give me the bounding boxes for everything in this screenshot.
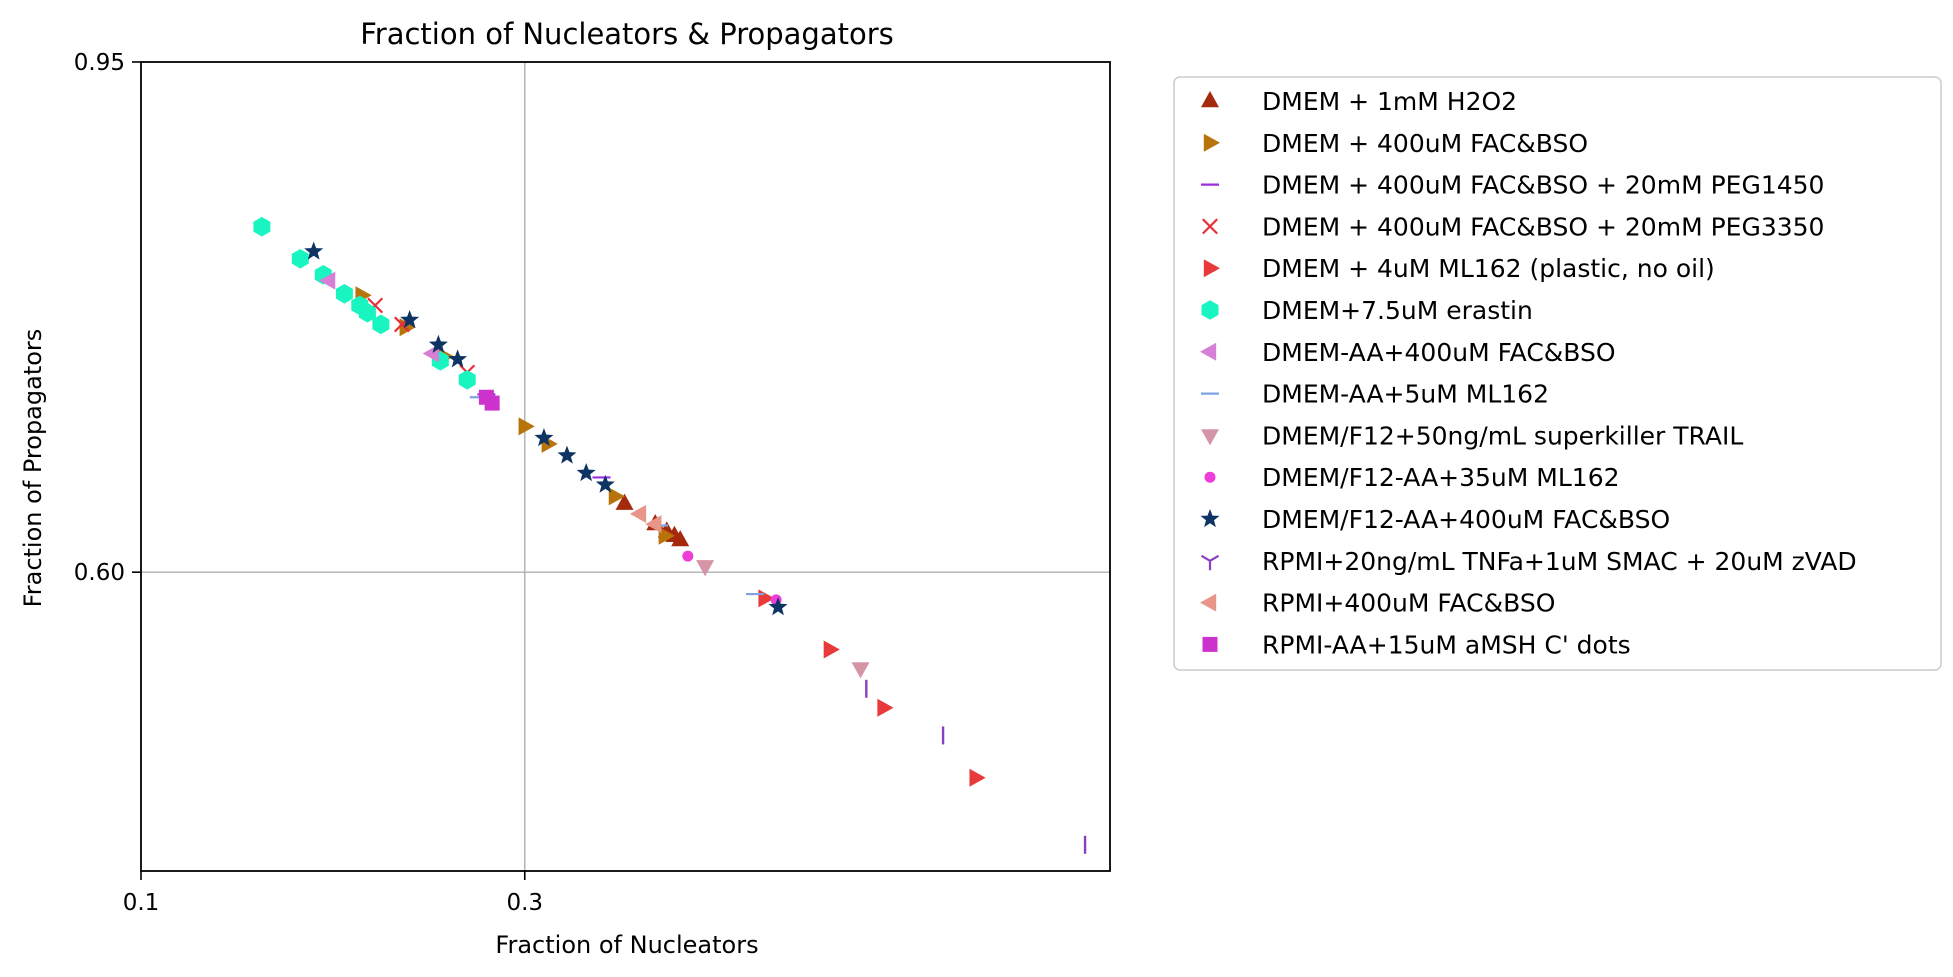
legend-items: DMEM + 1mM H2O2 DMEM + 400uM FAC&BSO DMEM … bbox=[1200, 87, 1857, 659]
chart-title: Fraction of Nucleators & Propagators bbox=[360, 17, 894, 51]
data-point bbox=[291, 248, 309, 269]
legend-label: RPMI-AA+15uM aMSH C' dots bbox=[1262, 630, 1631, 659]
legend-marker bbox=[1201, 91, 1219, 108]
data-point bbox=[358, 302, 376, 323]
legend-marker bbox=[1202, 218, 1218, 235]
legend-label: DMEM-AA+400uM FAC&BSO bbox=[1262, 338, 1616, 367]
legend-item: DMEM+7.5uM erastin bbox=[1201, 296, 1533, 325]
data-point bbox=[484, 395, 500, 411]
x-tick-label: 0.3 bbox=[506, 890, 543, 916]
data-point bbox=[518, 417, 535, 436]
data-point bbox=[823, 640, 840, 659]
grid-lines bbox=[141, 62, 1110, 871]
data-point bbox=[576, 463, 596, 482]
legend-label: DMEM-AA+5uM ML162 bbox=[1262, 380, 1549, 409]
data-point bbox=[645, 515, 662, 534]
legend-marker bbox=[1202, 636, 1218, 652]
legend: DMEM + 1mM H2O2 DMEM + 400uM FAC&BSO DMEM … bbox=[1173, 76, 1942, 671]
legend-label: RPMI+20ng/mL TNFa+1uM SMAC + 20uM zVAD bbox=[1262, 547, 1857, 576]
legend-item: DMEM-AA+400uM FAC&BSO bbox=[1200, 338, 1616, 367]
x-axis-label: Fraction of Nucleators bbox=[495, 931, 758, 959]
data-point bbox=[372, 314, 390, 335]
legend-marker bbox=[1203, 133, 1220, 152]
legend-label: DMEM/F12-AA+35uM ML162 bbox=[1262, 463, 1620, 492]
data-point bbox=[851, 662, 870, 679]
legend-item: DMEM/F12-AA+35uM ML162 bbox=[1204, 463, 1620, 492]
legend-item: DMEM-AA+5uM ML162 bbox=[1201, 380, 1549, 409]
data-point bbox=[629, 504, 647, 523]
data-point bbox=[448, 349, 468, 368]
data-point bbox=[534, 428, 554, 447]
plot-background bbox=[141, 62, 1110, 871]
legend-item: DMEM + 400uM FAC&BSO bbox=[1203, 129, 1588, 158]
data-point bbox=[696, 560, 715, 577]
legend-item: RPMI+400uM FAC&BSO bbox=[1200, 589, 1555, 618]
legend-item: DMEM + 4uM ML162 (plastic, no oil) bbox=[1203, 254, 1715, 283]
legend-marker bbox=[1200, 593, 1217, 612]
series-11 bbox=[865, 679, 1087, 854]
legend-marker bbox=[1200, 509, 1220, 528]
data-point bbox=[768, 597, 788, 616]
legend-marker bbox=[1200, 342, 1217, 361]
legend-label: DMEM + 1mM H2O2 bbox=[1262, 87, 1517, 116]
data-point bbox=[335, 283, 353, 304]
data-point bbox=[400, 310, 420, 329]
legend-item: DMEM/F12-AA+400uM FAC&BSO bbox=[1200, 505, 1670, 534]
series-8 bbox=[696, 560, 870, 679]
series-10 bbox=[304, 241, 788, 616]
legend-item: DMEM/F12+50ng/mL superkiller TRAIL bbox=[1201, 421, 1743, 450]
legend-item: DMEM + 400uM FAC&BSO + 20mM PEG3350 bbox=[1202, 212, 1824, 241]
legend-marker bbox=[1204, 471, 1216, 483]
legend-frame bbox=[1173, 76, 1942, 671]
data-point bbox=[682, 550, 694, 562]
series-12 bbox=[629, 504, 662, 534]
legend-label: DMEM + 4uM ML162 (plastic, no oil) bbox=[1262, 254, 1715, 283]
data-point bbox=[428, 334, 448, 353]
x-axis: 0.1 0.3 bbox=[123, 871, 543, 916]
series-4 bbox=[758, 589, 986, 787]
data-point bbox=[671, 530, 690, 547]
data-points bbox=[253, 216, 1087, 854]
axes-frame bbox=[140, 61, 1111, 872]
data-point bbox=[253, 216, 271, 237]
legend-label: RPMI+400uM FAC&BSO bbox=[1262, 589, 1555, 618]
data-point bbox=[319, 271, 336, 290]
data-point bbox=[557, 445, 577, 464]
legend-label: DMEM + 400uM FAC&BSO + 20mM PEG1450 bbox=[1262, 171, 1824, 200]
y-axis: 0.60 0.95 bbox=[74, 50, 141, 586]
data-point bbox=[658, 526, 675, 545]
series-13 bbox=[478, 389, 500, 411]
x-tick-label: 0.1 bbox=[123, 890, 160, 916]
legend-marker bbox=[1201, 300, 1219, 320]
data-point bbox=[595, 474, 615, 493]
legend-marker bbox=[1200, 554, 1220, 571]
data-point bbox=[877, 698, 894, 717]
legend-label: DMEM+7.5uM erastin bbox=[1262, 296, 1533, 325]
data-point bbox=[969, 768, 986, 787]
y-axis-label: Fraction of Propagators bbox=[19, 329, 47, 608]
legend-marker bbox=[1203, 259, 1220, 278]
legend-label: DMEM + 400uM FAC&BSO bbox=[1262, 129, 1588, 158]
y-tick-label: 0.95 bbox=[74, 50, 125, 76]
data-point bbox=[304, 241, 324, 260]
legend-label: DMEM/F12+50ng/mL superkiller TRAIL bbox=[1262, 421, 1743, 450]
legend-label: DMEM + 400uM FAC&BSO + 20mM PEG3350 bbox=[1262, 212, 1824, 241]
legend-item: DMEM + 1mM H2O2 bbox=[1201, 87, 1517, 116]
legend-item: DMEM + 400uM FAC&BSO + 20mM PEG1450 bbox=[1201, 171, 1824, 200]
y-tick-label: 0.60 bbox=[74, 560, 125, 586]
legend-item: RPMI-AA+15uM aMSH C' dots bbox=[1202, 630, 1631, 659]
data-point bbox=[608, 487, 625, 506]
data-point bbox=[615, 493, 634, 510]
legend-item: RPMI+20ng/mL TNFa+1uM SMAC + 20uM zVAD bbox=[1200, 547, 1857, 576]
legend-marker bbox=[1201, 429, 1219, 446]
legend-label: DMEM/F12-AA+400uM FAC&BSO bbox=[1262, 505, 1670, 534]
data-point bbox=[458, 369, 476, 390]
plot-area bbox=[140, 61, 1111, 872]
